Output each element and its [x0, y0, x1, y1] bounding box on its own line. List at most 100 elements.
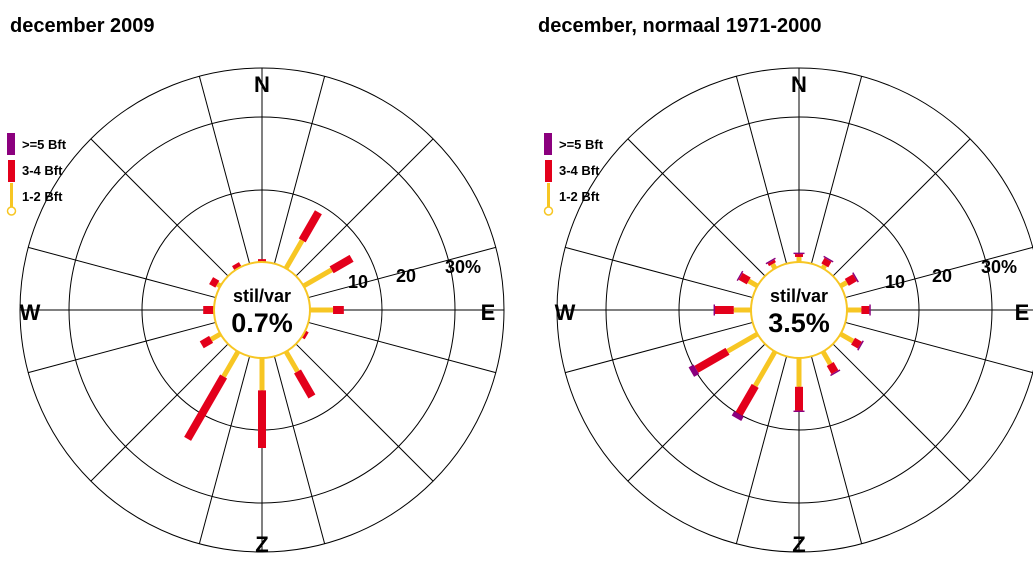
legend-swatch-3-4 — [545, 160, 552, 182]
bar-ene-bft-3-4 — [329, 254, 354, 274]
bar-sse-bft-1-2 — [820, 350, 833, 366]
sector-line — [810, 356, 863, 544]
sector-line — [565, 321, 753, 374]
bar-wnw-bft-5-plus — [736, 270, 744, 282]
bar-nnw-bft-5-plus — [765, 257, 776, 265]
sector-line — [28, 246, 216, 299]
calm-label: stil/var — [233, 286, 291, 306]
legend-calm-marker — [543, 206, 554, 216]
bar-wsw-bft-3-4 — [199, 335, 214, 349]
legend-swatch-3-4 — [8, 160, 15, 182]
legend-swatch-5-plus — [7, 133, 15, 155]
compass-north: N — [254, 72, 270, 97]
legend-swatch-5-plus — [544, 133, 552, 155]
legend-label-3-4: 3-4 Bft — [22, 163, 63, 178]
sector-line — [308, 246, 496, 299]
bar-sse-bft-1-2 — [283, 350, 300, 373]
legend: >=5 Bft 3-4 Bft 1-2 Bft — [543, 133, 604, 216]
compass-east: E — [481, 300, 496, 325]
chart-title-right: december, normaal 1971-2000 — [538, 15, 822, 37]
calm-circle — [750, 261, 848, 359]
bar-sse-bft-3-4 — [294, 369, 316, 399]
sector-line — [273, 356, 326, 544]
bar-ssw-bft-1-2 — [753, 350, 778, 388]
compass-west: W — [20, 300, 41, 325]
sector-line — [90, 138, 229, 277]
bar-ene-bft-3-4 — [844, 274, 857, 286]
bar-nnw-bft-3-4 — [767, 259, 776, 267]
bar-ene-bft-1-2 — [302, 267, 333, 289]
sector-line — [198, 76, 251, 264]
sector-line — [810, 76, 863, 264]
bar-ssw-bft-1-2 — [221, 350, 241, 378]
bar-nne-bft-3-4 — [821, 257, 832, 268]
legend-label-5-plus: >=5 Bft — [559, 137, 604, 152]
compass-west: W — [555, 300, 576, 325]
sector-line — [28, 321, 216, 374]
legend-label-3-4: 3-4 Bft — [559, 163, 600, 178]
bar-ssw-bft-3-4 — [184, 374, 228, 441]
bar-wnw-bft-3-4 — [738, 272, 751, 285]
bar-wsw-bft-5-plus — [688, 364, 700, 377]
calm-ring — [213, 261, 311, 359]
sector-line — [295, 138, 434, 277]
sector-line — [565, 246, 753, 299]
bar-ese-bft-1-2 — [839, 331, 855, 344]
bar-sse-bft-3-4 — [826, 362, 839, 375]
sector-line — [90, 343, 229, 482]
bar-ssw-bft-3-4 — [735, 383, 759, 416]
bar-ssw-bft-5-plus — [731, 411, 744, 422]
bar-wsw-bft-1-2 — [209, 331, 222, 342]
bar-sse-bft-5-plus — [830, 369, 841, 377]
wind-rose-right: N E Z W 10 20 30% stil/var 3.5% >=5 Bft … — [543, 67, 1033, 557]
legend-swatch-1-2 — [10, 183, 13, 207]
radial-tick-30: 30% — [445, 257, 481, 277]
radial-tick-10: 10 — [348, 272, 368, 292]
compass-north: N — [791, 72, 807, 97]
calm-value: 0.7% — [231, 308, 293, 338]
sector-line — [273, 76, 326, 264]
sector-line — [627, 343, 766, 482]
legend-swatch-1-2 — [547, 183, 550, 207]
bar-wsw-bft-3-4 — [694, 347, 730, 373]
chart-title-left: december 2009 — [10, 15, 155, 37]
calm-value: 3.5% — [768, 308, 830, 338]
sector-line — [198, 356, 251, 544]
calm-ring — [750, 261, 848, 359]
sector-line — [845, 246, 1033, 299]
rose-grid — [19, 67, 505, 553]
calm-label: stil/var — [770, 286, 828, 306]
sector-line — [295, 343, 434, 482]
bar-nne-bft-5-plus — [823, 255, 834, 263]
compass-south: Z — [255, 532, 268, 557]
legend: >=5 Bft 3-4 Bft 1-2 Bft — [6, 133, 67, 216]
bar-wnw-bft-1-2 — [747, 278, 759, 289]
bar-wnw-bft-3-4 — [209, 277, 220, 288]
rose-grid — [556, 67, 1033, 553]
sector-line — [845, 321, 1033, 374]
calm-circle — [213, 261, 311, 359]
sector-line — [627, 138, 766, 277]
wind-rose-left: N E Z W 10 20 30% stil/var 0.7% >=5 Bft … — [6, 67, 505, 557]
sector-line — [735, 76, 788, 264]
legend-calm-marker — [6, 206, 17, 216]
bar-nne-bft-1-2 — [283, 239, 305, 270]
radial-tick-10: 10 — [885, 272, 905, 292]
sector-line — [832, 343, 971, 482]
rose-bars — [688, 252, 871, 422]
legend-label-1-2: 1-2 Bft — [559, 189, 600, 204]
radial-tick-20: 20 — [396, 266, 416, 286]
compass-east: E — [1015, 300, 1030, 325]
radial-tick-30: 30% — [981, 257, 1017, 277]
bar-nne-bft-3-4 — [298, 210, 322, 243]
sector-line — [832, 138, 971, 277]
bar-wsw-bft-1-2 — [726, 331, 759, 354]
bar-ene-bft-1-2 — [839, 280, 849, 289]
legend-label-1-2: 1-2 Bft — [22, 189, 63, 204]
sector-line — [735, 356, 788, 544]
radial-tick-20: 20 — [932, 266, 952, 286]
bar-ese-bft-5-plus — [857, 340, 864, 351]
legend-label-5-plus: >=5 Bft — [22, 137, 67, 152]
bar-ene-bft-5-plus — [852, 272, 859, 283]
